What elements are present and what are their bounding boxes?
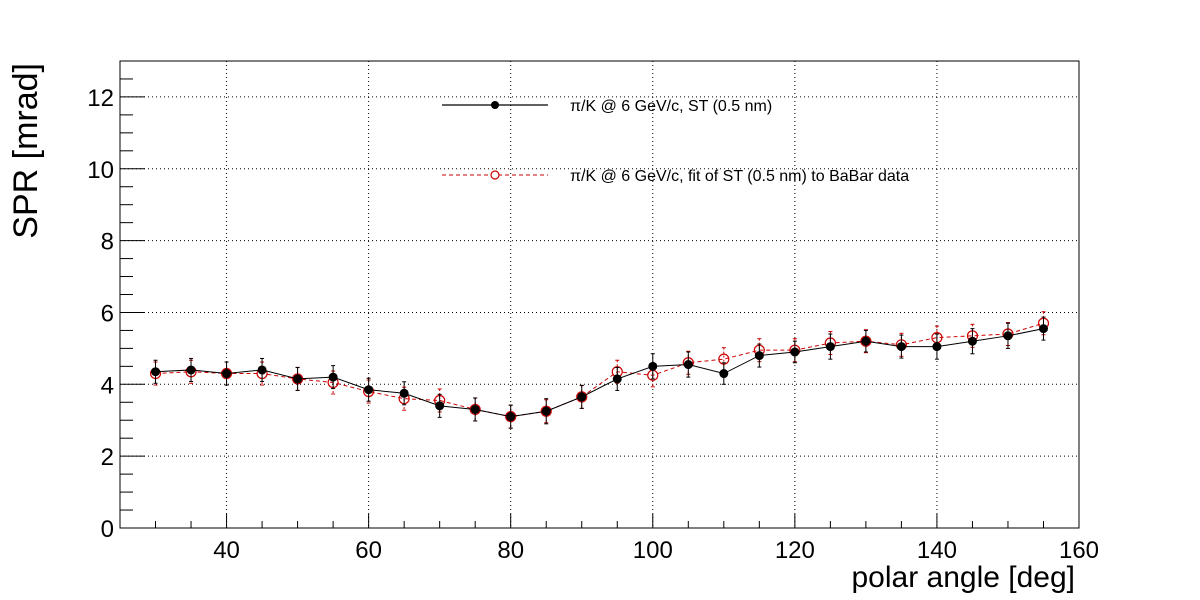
y-tick-label: 6 bbox=[101, 300, 114, 327]
y-tick-label: 0 bbox=[101, 516, 114, 543]
x-tick-label: 140 bbox=[917, 537, 957, 564]
data-point bbox=[612, 374, 622, 384]
data-point bbox=[648, 361, 658, 371]
data-point bbox=[932, 342, 942, 352]
data-point bbox=[364, 385, 374, 395]
data-point bbox=[541, 406, 551, 416]
x-tick-label: 80 bbox=[497, 537, 524, 564]
data-point bbox=[151, 367, 161, 377]
data-point bbox=[754, 351, 764, 361]
x-tick-label: 120 bbox=[775, 537, 815, 564]
legend-marker-st bbox=[491, 101, 499, 109]
plot-frame bbox=[119, 60, 1080, 529]
data-point bbox=[293, 374, 303, 384]
x-tick-label: 160 bbox=[1059, 537, 1099, 564]
series-line bbox=[155, 328, 1044, 418]
legend: π/K @ 6 GeV/c, ST (0.5 nm) π/K @ 6 GeV/c… bbox=[442, 98, 909, 185]
data-point bbox=[577, 392, 587, 402]
legend-marker-babar-fit bbox=[490, 170, 500, 180]
data-point bbox=[861, 336, 871, 346]
grid bbox=[120, 61, 1079, 528]
plot-border bbox=[119, 60, 1080, 529]
data-point bbox=[506, 412, 516, 422]
series-st bbox=[151, 316, 1048, 429]
y-tick-label: 12 bbox=[87, 85, 114, 112]
data-point bbox=[825, 342, 835, 352]
series-babar-fit bbox=[149, 311, 1050, 429]
legend-label-st: π/K @ 6 GeV/c, ST (0.5 nm) bbox=[570, 98, 772, 115]
legend-label-babar-fit: π/K @ 6 GeV/c, fit of ST (0.5 nm) to BaB… bbox=[570, 168, 909, 185]
data-point bbox=[1003, 331, 1013, 341]
x-tick-label: 60 bbox=[355, 537, 382, 564]
y-tick-label: 2 bbox=[101, 444, 114, 471]
axis-ticks: 40 60 80 100 120 140 160 0 2 4 6 8 10 12 bbox=[87, 60, 1099, 564]
data-point bbox=[1038, 324, 1048, 334]
y-tick-label: 4 bbox=[101, 372, 114, 399]
y-tick-label: 8 bbox=[101, 229, 114, 256]
y-tick-label: 10 bbox=[87, 157, 114, 184]
x-tick-label: 100 bbox=[633, 537, 673, 564]
y-axis-label: SPR [mrad] bbox=[7, 63, 45, 239]
legend-entry-babar-fit: π/K @ 6 GeV/c, fit of ST (0.5 nm) to BaB… bbox=[442, 168, 909, 185]
data-point bbox=[435, 401, 445, 411]
series-layer bbox=[149, 311, 1050, 429]
data-point bbox=[967, 336, 977, 346]
data-point bbox=[683, 360, 693, 370]
data-point bbox=[186, 365, 196, 375]
data-point bbox=[719, 369, 729, 379]
data-point bbox=[470, 404, 480, 414]
data-point bbox=[399, 388, 409, 398]
x-axis-label: polar angle [deg] bbox=[851, 561, 1075, 594]
data-point bbox=[896, 342, 906, 352]
data-point bbox=[790, 347, 800, 357]
data-point bbox=[257, 365, 267, 375]
data-point bbox=[222, 369, 232, 379]
legend-entry-st: π/K @ 6 GeV/c, ST (0.5 nm) bbox=[442, 98, 772, 115]
series-line bbox=[155, 322, 1044, 418]
data-point bbox=[328, 372, 338, 382]
x-tick-label: 40 bbox=[213, 537, 240, 564]
